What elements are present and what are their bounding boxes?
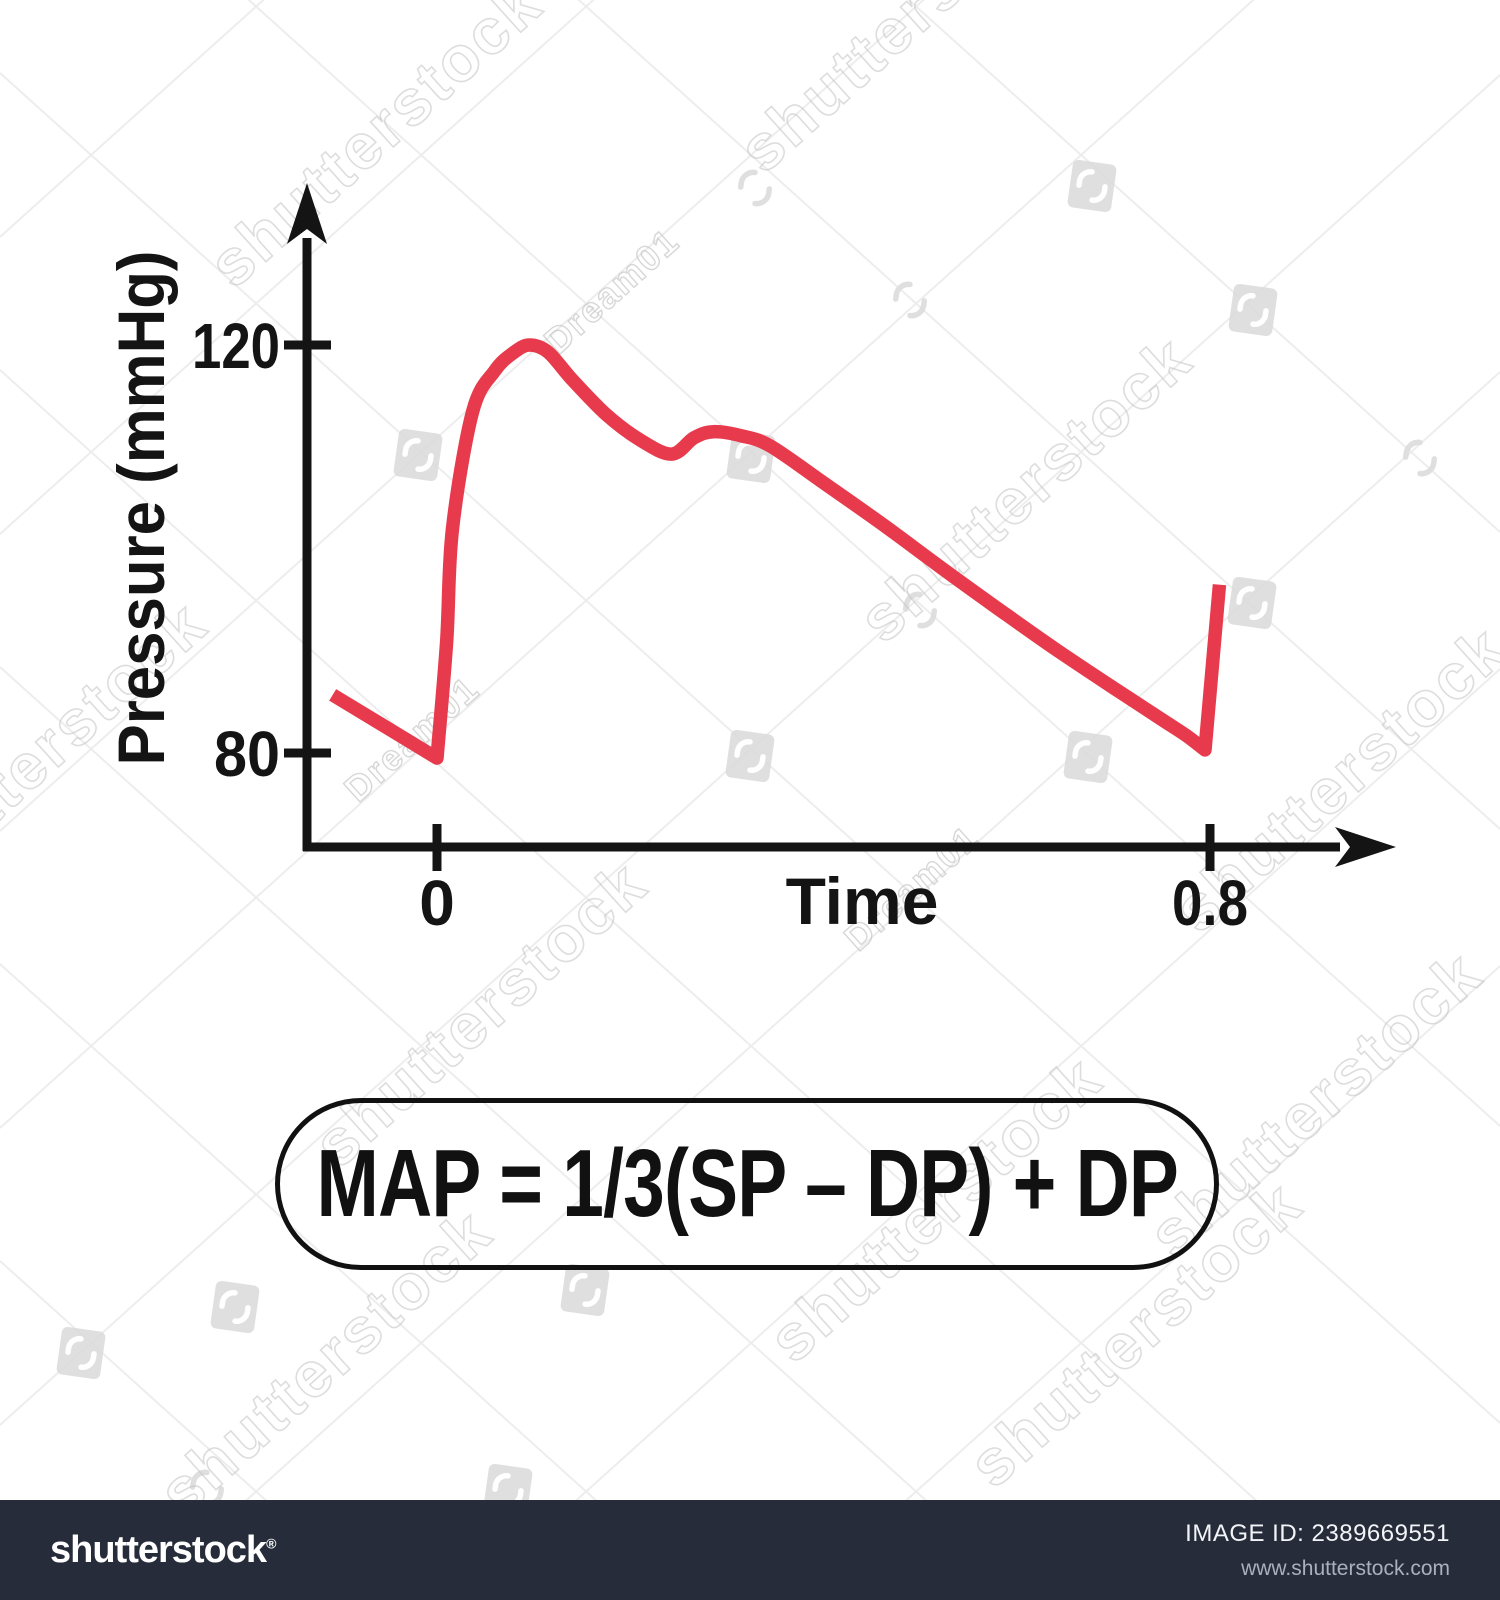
- watermark-hook-glyph: [582, 1288, 601, 1307]
- watermark-tile-square: [1063, 730, 1113, 784]
- watermark-hook-glyph: [189, 1469, 210, 1490]
- watermark-hook-glyph: [219, 1290, 238, 1309]
- watermark-hook-glyph: [1076, 169, 1095, 188]
- watermark-tile-square: [1067, 159, 1117, 213]
- image-meta: IMAGE ID: 2389669551 www.shutterstock.co…: [1185, 1520, 1450, 1581]
- watermark-hook-glyph: [902, 591, 923, 612]
- watermark-hook-glyph: [65, 1336, 84, 1355]
- watermark-logo-tile-icon: [1228, 283, 1278, 337]
- watermark-hook-glyph: [415, 453, 434, 472]
- watermark-hook-glyph: [917, 608, 938, 629]
- watermark-hook-glyph: [892, 281, 913, 302]
- shutterstock-footer-bar: shutterstock® IMAGE ID: 2389669551 www.s…: [0, 1500, 1500, 1600]
- watermark-hook-glyph: [492, 1473, 511, 1492]
- watermark-logo-tile-icon: [210, 1280, 260, 1334]
- watermark-line: [0, 369, 1369, 1600]
- watermark-hook-glyph: [752, 186, 773, 207]
- map-formula-box: MAP = 1/3(SP – DP) + DP: [275, 1098, 1219, 1270]
- watermark-line: [0, 0, 925, 832]
- watermark-hook-glyph: [1089, 184, 1108, 203]
- watermark-line: [0, 666, 1039, 1600]
- watermark-hook-glyph: [232, 1305, 251, 1324]
- watermark-hook-glyph: [737, 169, 758, 190]
- watermark-outline-glyph-icon: [1402, 439, 1438, 477]
- watermark-tile-square: [56, 1326, 106, 1380]
- watermark-hook-glyph: [1249, 601, 1268, 620]
- watermark-hook-glyph: [1085, 755, 1104, 774]
- watermark-hook-glyph: [747, 754, 766, 773]
- y-axis-title: Pressure (mmHg): [104, 251, 178, 766]
- watermark-hook-glyph: [1402, 439, 1423, 460]
- watermark-line: [0, 0, 265, 238]
- watermark-logo-tile-icon: [725, 729, 775, 783]
- watermark-hook-glyph: [748, 455, 767, 474]
- y-axis-arrow-icon: [287, 183, 327, 244]
- watermark-tile-square: [1227, 576, 1277, 630]
- watermark-line: [0, 0, 595, 535]
- watermark-line: [794, 965, 1500, 1600]
- image-id-text: IMAGE ID: 2389669551: [1185, 1519, 1450, 1547]
- watermark-hook-glyph: [569, 1273, 588, 1292]
- watermark-line: [0, 963, 709, 1600]
- watermark-line: [464, 668, 1500, 1600]
- watermark-hook-glyph: [1417, 456, 1438, 477]
- watermark-logo-tile-icon: [1227, 576, 1277, 630]
- watermark-logo-tile-icon: [560, 1263, 610, 1317]
- watermark-outline-glyph-icon: [902, 591, 938, 629]
- watermark-tile-square: [1228, 283, 1278, 337]
- watermark-hook-glyph: [402, 438, 421, 457]
- y-tick-label-80: 80: [214, 718, 280, 790]
- registered-mark-icon: ®: [266, 1535, 277, 1552]
- watermark-logo-tile-icon: [1067, 159, 1117, 213]
- watermark-hook-glyph: [78, 1351, 97, 1370]
- shutterstock-logo: shutterstock®: [50, 1531, 276, 1569]
- watermark-outline-glyph-icon: [892, 281, 928, 319]
- blood-pressure-curve: [329, 338, 1227, 765]
- map-formula-text: MAP = 1/3(SP – DP) + DP: [316, 1130, 1178, 1237]
- watermark-outline-glyph-icon: [737, 169, 773, 207]
- x-axis-arrow-icon: [1335, 827, 1396, 867]
- site-url-text: www.shutterstock.com: [1241, 1556, 1450, 1580]
- watermark-line: [0, 1260, 379, 1600]
- watermark-hook-glyph: [1237, 293, 1256, 312]
- watermark-hook-glyph: [1236, 586, 1255, 605]
- watermark-tile-square: [725, 729, 775, 783]
- watermark-hook-glyph: [1250, 308, 1269, 327]
- watermark-hook-glyph: [907, 298, 928, 319]
- watermark-hook-glyph: [1072, 740, 1091, 759]
- watermark-tile-square: [560, 1263, 610, 1317]
- watermark-hook-glyph: [734, 739, 753, 758]
- watermark-tile-square: [210, 1280, 260, 1334]
- x-tick-label-0: 0: [419, 867, 455, 939]
- y-tick-label-120: 120: [192, 310, 280, 382]
- x-tick-label-0-8: 0.8: [1172, 867, 1248, 939]
- watermark-tile-square: [393, 428, 443, 482]
- watermark-logo-tile-icon: [393, 428, 443, 482]
- watermark-logo-tile-icon: [56, 1326, 106, 1380]
- watermark-logo-tile-icon: [1063, 730, 1113, 784]
- shutterstock-logo-text: shutterstock: [50, 1529, 267, 1571]
- x-axis-title: Time: [786, 864, 939, 938]
